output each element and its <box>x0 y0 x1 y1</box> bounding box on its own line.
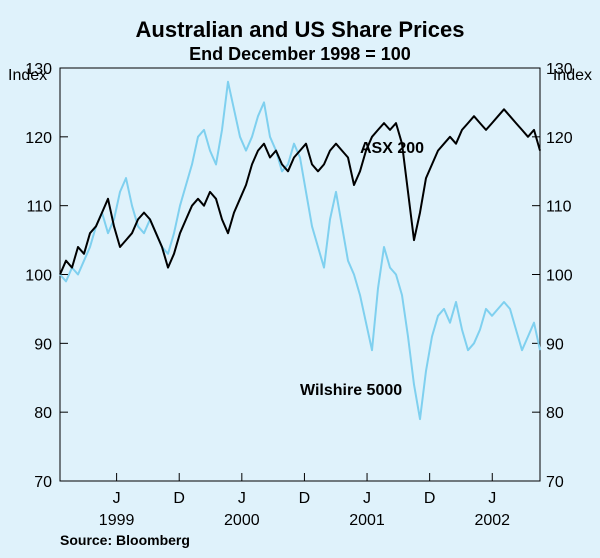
source-note: Source: Bloomberg <box>60 532 190 548</box>
y-axis-unit-left: Index <box>8 67 47 84</box>
x-tick-label-6: J <box>488 490 496 507</box>
y-tick-label-right-0: 70 <box>546 474 564 491</box>
y-tick-label-right-6: 130 <box>546 61 573 78</box>
series-layer <box>59 80 541 421</box>
x-tick-label-1: D <box>173 490 185 507</box>
x-tick-label-3: D <box>299 490 311 507</box>
y-tick-label-left-0: 70 <box>34 474 52 491</box>
chart-subtitle: End December 1998 = 100 <box>189 44 411 64</box>
asx200-label: ASX 200 <box>360 140 424 157</box>
y-tick-label-right-2: 90 <box>546 336 564 353</box>
y-tick-label-left-6: 130 <box>25 61 52 78</box>
y-tick-label-left-1: 80 <box>34 405 52 422</box>
y-tick-label-right-5: 120 <box>546 130 573 147</box>
chart-title: Australian and US Share Prices <box>136 17 465 42</box>
wilshire5000-label: Wilshire 5000 <box>300 382 402 399</box>
y-tick-label-right-1: 80 <box>546 405 564 422</box>
y-tick-label-right-3: 100 <box>546 268 573 285</box>
y-tick-label-left-2: 90 <box>34 336 52 353</box>
y-axis-unit-right: Index <box>553 67 592 84</box>
y-tick-label-left-3: 100 <box>25 268 52 285</box>
x-tick-label-0: J <box>113 490 121 507</box>
year-label-0: 1999 <box>99 512 135 529</box>
year-label-1: 2000 <box>224 512 260 529</box>
x-tick-label-4: J <box>363 490 371 507</box>
y-tick-label-left-4: 110 <box>26 199 52 216</box>
y-axis-ticks: 70 70 80 80 90 90 100 100 110 110 120 120 130 130 <box>25 61 573 491</box>
x-axis-ticks: J D J D J D J 1999 2000 2001 2002 <box>99 473 510 529</box>
series-line-asx-200 <box>59 108 541 275</box>
year-label-2: 2001 <box>349 512 385 529</box>
series-line-wilshire-5000 <box>59 80 541 421</box>
plot-area <box>59 67 541 482</box>
year-label-3: 2002 <box>474 512 510 529</box>
y-tick-label-left-5: 120 <box>25 130 52 147</box>
x-tick-label-5: D <box>424 490 436 507</box>
y-tick-label-right-4: 110 <box>546 199 572 216</box>
x-tick-label-2: J <box>238 490 246 507</box>
